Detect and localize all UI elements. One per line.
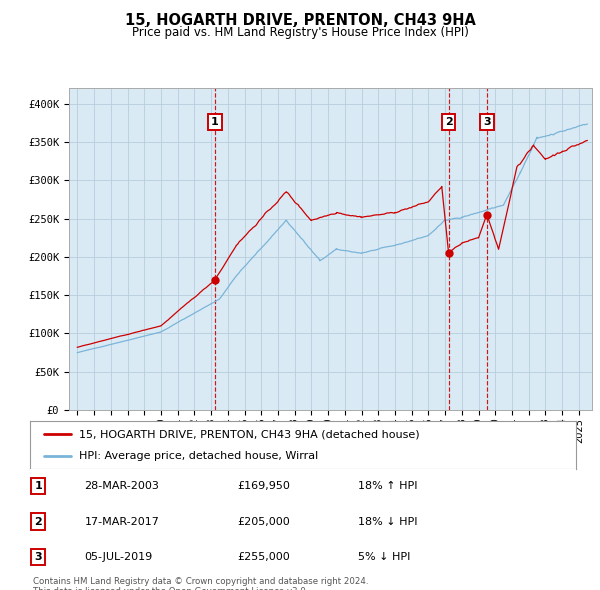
Text: 28-MAR-2003: 28-MAR-2003 <box>85 481 160 491</box>
Text: £205,000: £205,000 <box>238 517 290 526</box>
Text: £255,000: £255,000 <box>238 552 290 562</box>
Text: 2: 2 <box>34 517 42 526</box>
Text: 1: 1 <box>34 481 42 491</box>
Text: 5% ↓ HPI: 5% ↓ HPI <box>358 552 410 562</box>
Text: 1: 1 <box>211 117 219 127</box>
Text: 17-MAR-2017: 17-MAR-2017 <box>85 517 160 526</box>
Text: £169,950: £169,950 <box>238 481 290 491</box>
Text: Price paid vs. HM Land Registry's House Price Index (HPI): Price paid vs. HM Land Registry's House … <box>131 26 469 39</box>
Text: 18% ↑ HPI: 18% ↑ HPI <box>358 481 417 491</box>
Text: 3: 3 <box>483 117 491 127</box>
Text: 15, HOGARTH DRIVE, PRENTON, CH43 9HA: 15, HOGARTH DRIVE, PRENTON, CH43 9HA <box>125 13 475 28</box>
Text: 3: 3 <box>34 552 42 562</box>
Text: HPI: Average price, detached house, Wirral: HPI: Average price, detached house, Wirr… <box>79 451 319 461</box>
Text: 15, HOGARTH DRIVE, PRENTON, CH43 9HA (detached house): 15, HOGARTH DRIVE, PRENTON, CH43 9HA (de… <box>79 429 420 439</box>
Text: 2: 2 <box>445 117 452 127</box>
Text: 18% ↓ HPI: 18% ↓ HPI <box>358 517 417 526</box>
Text: 05-JUL-2019: 05-JUL-2019 <box>85 552 153 562</box>
Text: Contains HM Land Registry data © Crown copyright and database right 2024.
This d: Contains HM Land Registry data © Crown c… <box>33 577 368 590</box>
